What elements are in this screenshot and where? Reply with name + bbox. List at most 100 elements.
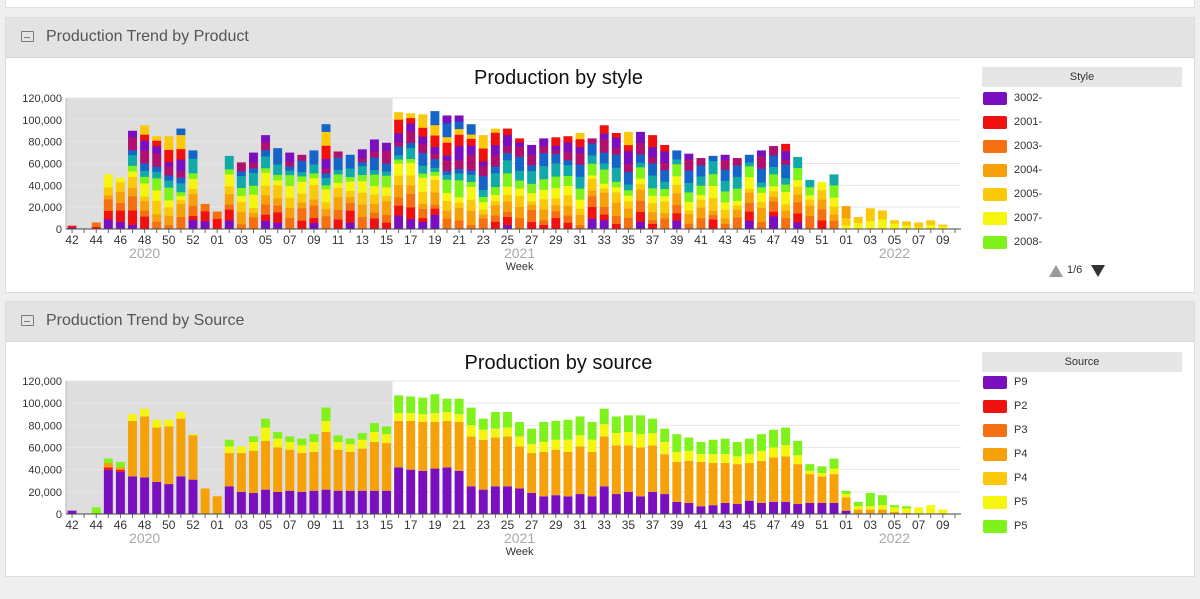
bar-segment [430,192,440,205]
x-tick-label: 51 [815,233,829,247]
bar-segment [890,220,899,224]
bar-segment [466,436,476,487]
bar-segment [285,490,295,514]
bar-segment [599,424,609,437]
bar-segment [91,226,101,230]
bar-segment [236,162,246,172]
x-tick-label: 47 [767,518,781,532]
bar-segment [599,152,609,164]
bar-segment [357,180,367,193]
bar-segment [345,176,355,182]
bar-segment [490,486,500,514]
bar-segment [660,201,670,214]
bar-segment [636,200,645,212]
bar-segment [442,142,452,156]
legend-label: P2 [1014,400,1028,412]
bar-segment [623,144,633,152]
bar-segment [805,474,815,503]
bar-segment [357,433,367,440]
bar-segment [490,173,500,188]
bar-segment [224,186,234,195]
bar-segment [369,423,379,432]
bar-segment [369,194,379,205]
x-tick-label: 29 [549,233,563,247]
bar-segment [636,154,645,163]
bar-segment [708,219,718,230]
bar-segment [478,165,488,177]
bar-segment [502,201,512,213]
bar-segment [853,509,863,514]
legend-swatch [983,212,1007,225]
bar-segment [527,453,537,493]
bar-segment [297,438,307,446]
bar-segment [188,435,198,480]
legend-swatch [983,520,1007,533]
bar-segment [152,419,162,428]
bar-segment [696,207,706,219]
bar-segment [502,173,512,187]
bar-segment [394,413,404,421]
bar-segment [478,439,488,490]
bar-segment [152,481,162,514]
legend-swatch [983,116,1007,129]
bar-segment [890,505,899,508]
bar-segment [200,488,210,514]
bar-segment [938,509,948,514]
bar-segment [297,176,307,182]
bar-segment [406,142,416,149]
x-tick-label: 44 [90,233,104,247]
bar-segment [176,195,186,201]
bar-segment [865,492,875,507]
bar-segment [720,209,730,219]
bar-segment [769,155,779,167]
bar-segment [454,470,464,514]
bar-segment [805,205,815,217]
year-label: 2021 [504,245,535,261]
bar-segment [490,144,500,156]
bar-segment [297,220,307,230]
bar-segment [587,163,597,176]
bar-segment [115,202,125,211]
bar-segment [599,133,609,140]
bar-segment [442,420,452,468]
x-tick-label: 44 [90,518,104,532]
bar-segment [902,506,912,509]
bar-segment [128,176,137,189]
bar-segment [321,489,331,514]
bar-segment [454,220,464,230]
bar-segment [648,433,658,446]
bar-segment [793,202,803,214]
bar-segment [793,213,803,223]
panel-production-by-source: Production Trend by Source Production by… [5,301,1195,577]
bar-segment [224,209,234,221]
x-tick-label: 52 [186,518,200,532]
legend-page-down-button[interactable] [1091,265,1105,277]
bar-segment [611,416,621,434]
bar-segment [611,154,621,168]
bar-segment [369,157,379,171]
bar-segment [345,190,355,198]
bar-segment [793,222,803,230]
bar-segment [103,195,113,200]
bar-segment [672,163,682,177]
bar-segment [91,507,101,514]
bar-segment [744,202,754,212]
bar-segment [551,137,561,146]
bar-segment [357,149,367,159]
bar-segment [394,159,404,164]
bar-segment [394,175,404,186]
bar-segment [769,196,779,202]
bar-segment [321,173,331,179]
bar-segment [575,224,585,230]
bar-segment [103,219,113,230]
bar-segment [732,464,742,505]
bar-segment [684,192,694,202]
legend-swatch [983,188,1007,201]
bar-segment [466,170,476,175]
bar-segment [490,221,500,230]
legend-page-up-button[interactable] [1049,265,1063,277]
bar-segment [539,451,549,497]
bar-segment [744,188,754,193]
bar-segment [684,170,694,183]
bar-segment [128,224,137,230]
